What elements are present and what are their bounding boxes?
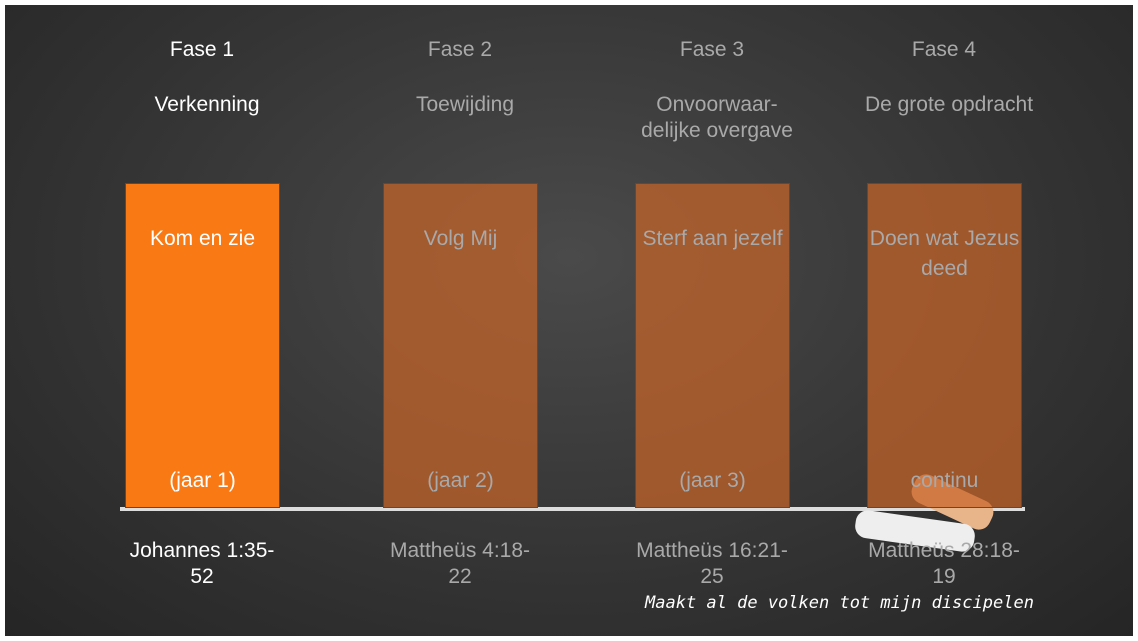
phase-label: Fase 2 (380, 37, 540, 63)
reference: Mattheüs 28:18-19 (864, 538, 1024, 590)
phase-box: Volg Mij (jaar 2) (383, 183, 538, 508)
phase-name: Verkenning (122, 92, 292, 118)
phase-label: Fase 4 (864, 37, 1024, 63)
chalkboard: Maakt al de volken tot mijn discipelen F… (5, 5, 1133, 636)
box-bottom: (jaar 2) (384, 469, 537, 493)
box-title: Kom en zie (126, 224, 279, 254)
reference: Mattheüs 4:18-22 (380, 538, 540, 590)
reference: Johannes 1:35-52 (122, 538, 282, 590)
phase-name: Toewijding (380, 92, 550, 118)
box-bottom: (jaar 1) (126, 469, 279, 493)
phase-label: Fase 3 (632, 37, 792, 63)
box-title: Doen wat Jezus deed (868, 224, 1021, 284)
phase-box: Sterf aan jezelf (jaar 3) (635, 183, 790, 508)
note: Maakt al de volken tot mijn discipelen (645, 593, 1034, 613)
box-title: Volg Mij (384, 224, 537, 254)
box-bottom: (jaar 3) (636, 469, 789, 493)
phase-name: Onvoorwaar- delijke overgave (632, 92, 802, 144)
phase-box: Kom en zie (jaar 1) (125, 183, 280, 508)
phase-box: Doen wat Jezus deed continu (867, 183, 1022, 508)
reference: Mattheüs 16:21-25 (632, 538, 792, 590)
box-title: Sterf aan jezelf (636, 224, 789, 254)
phase-name: De grote opdracht (864, 92, 1034, 118)
phase-label: Fase 1 (122, 37, 282, 63)
box-bottom: continu (868, 469, 1021, 493)
